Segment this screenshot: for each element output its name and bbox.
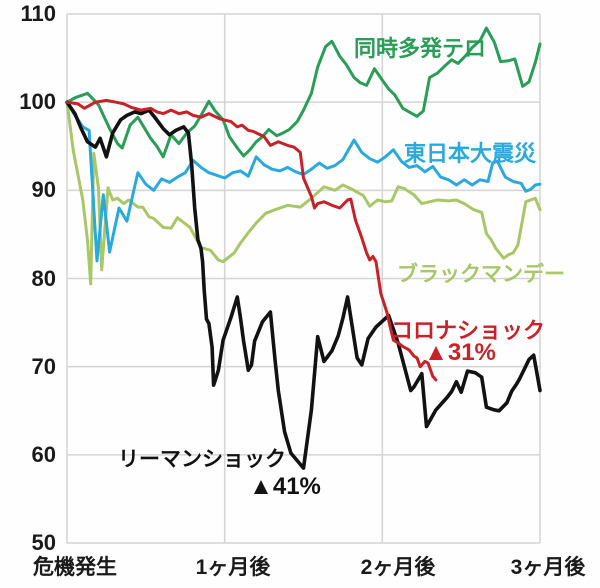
series-line-リーマンショック <box>65 100 542 470</box>
x-axis-label: 2ヶ月後 <box>360 556 436 579</box>
series-line-同時多発テロ <box>65 26 542 159</box>
y-tick-label: 80 <box>31 266 56 291</box>
y-tick-label: 60 <box>31 442 56 467</box>
annotation-corona-drawdown: ▲31% <box>424 339 496 366</box>
series-label-black-monday: ブラックマンデー <box>397 263 565 286</box>
x-axis-label: 危機発生 <box>33 556 117 579</box>
series-label-corona: コロナショック <box>390 318 545 343</box>
series-line-コロナショック <box>65 98 438 382</box>
x-axis-label: 1ヶ月後 <box>195 556 271 579</box>
series-line-東日本大震災 <box>65 100 542 263</box>
y-tick-label: 90 <box>31 177 56 202</box>
series-line-ブラックマンデー <box>65 100 542 286</box>
series-label-911: 同時多発テロ <box>353 36 486 61</box>
y-tick-label: 110 <box>20 1 57 26</box>
series-label-lehman: リーマンショック <box>118 448 286 471</box>
x-axis-label: 3ヶ月後 <box>510 556 586 579</box>
y-tick-label: 100 <box>19 89 56 114</box>
y-tick-label: 50 <box>31 530 56 555</box>
annotation-lehman-drawdown: ▲41% <box>249 473 321 500</box>
y-tick-label: 70 <box>31 354 56 379</box>
series-label-tohoku: 東日本大震災 <box>403 141 536 166</box>
